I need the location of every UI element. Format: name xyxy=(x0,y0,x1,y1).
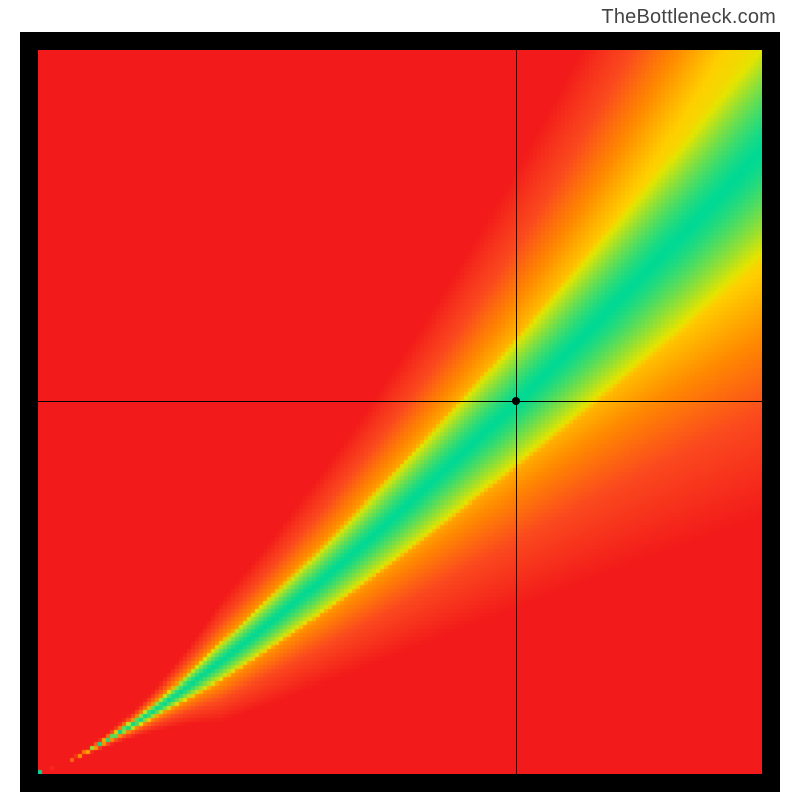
image-root: TheBottleneck.com xyxy=(0,0,800,800)
bottleneck-heatmap xyxy=(38,50,762,774)
watermark-text: TheBottleneck.com xyxy=(601,6,776,29)
chart-outer-frame xyxy=(20,32,780,792)
